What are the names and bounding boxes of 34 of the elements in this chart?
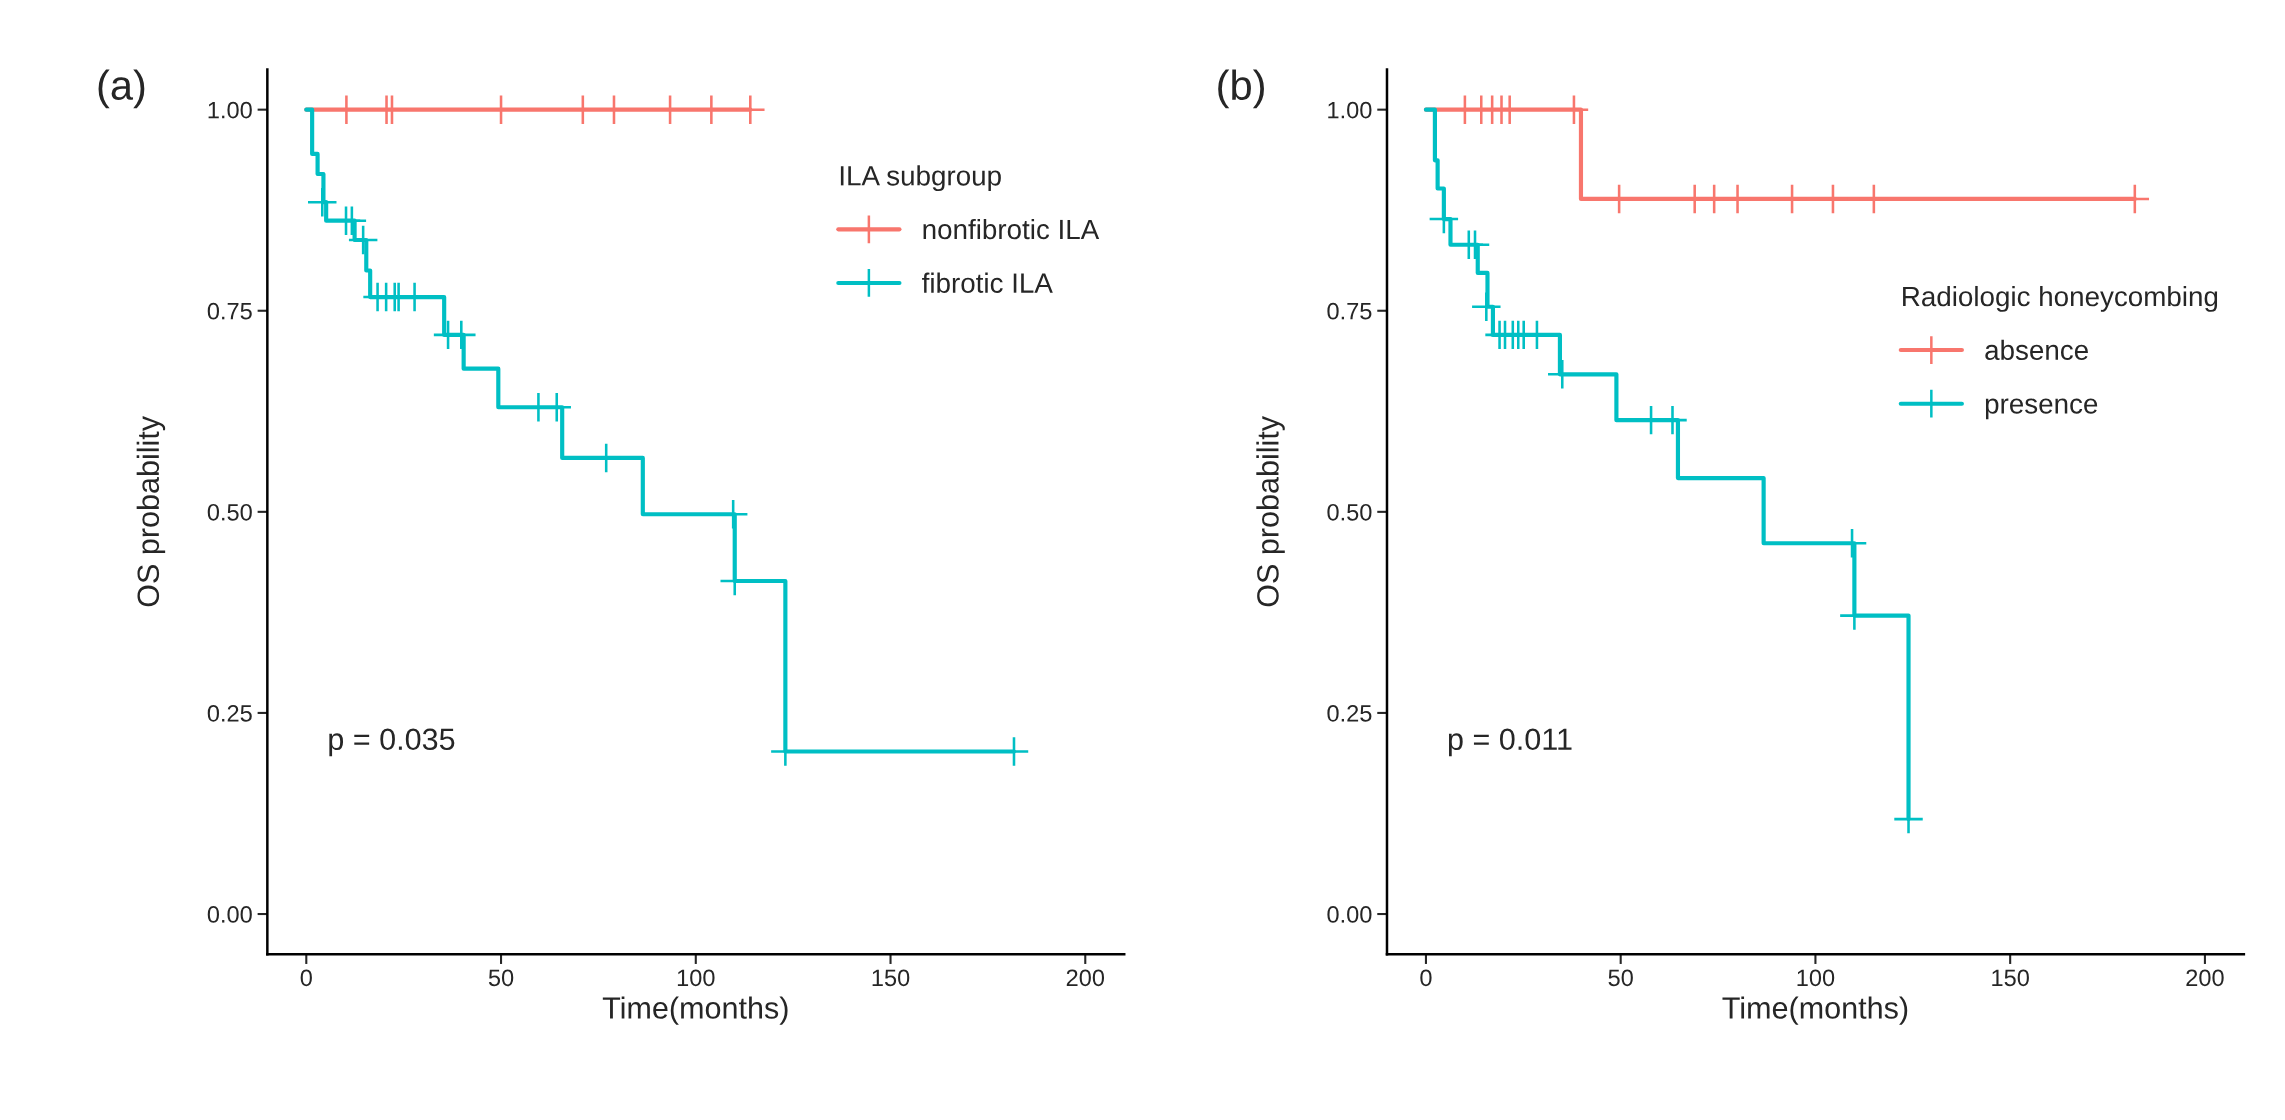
x-axis-title: Time(months) (1722, 996, 1908, 1025)
y-tick-label: 0.00 (207, 906, 252, 923)
y-tick-label: 0.50 (207, 503, 252, 521)
y-tick-label: 0.25 (1327, 705, 1372, 722)
x-tick-label: 200 (2186, 969, 2224, 987)
x-tick-label: 150 (1992, 969, 2029, 987)
y-tick-label: 0.75 (207, 302, 252, 320)
x-tick-label: 100 (1797, 969, 1835, 987)
legend-label: presence (1985, 398, 2098, 420)
x-axis-title: Time(months) (602, 996, 788, 1025)
legend-label: absence (1985, 339, 2088, 361)
x-tick-label: 150 (872, 969, 910, 987)
x-tick-label: 0 (1420, 969, 1432, 987)
x-tick-label: 100 (677, 969, 715, 987)
legend-title: ILA subgroup (840, 165, 1001, 192)
x-tick-label: 50 (488, 969, 514, 987)
y-tick-label: 1.00 (1328, 101, 1372, 119)
y-tick-label: 1.00 (208, 101, 252, 119)
chart-title: (a) (98, 69, 145, 109)
y-tick-label: 0.25 (207, 705, 252, 722)
y-axis-title: OS probability (136, 415, 166, 607)
legend-title: Radiologic honeycombing (1903, 285, 2218, 312)
x-tick-label: 200 (1066, 969, 1105, 987)
annotation: p = 0.011 (1448, 728, 1572, 757)
chart-title: (b) (1218, 69, 1264, 109)
legend-label: nonfibrotic ILA (923, 218, 1100, 240)
y-tick-label: 0.00 (1327, 906, 1372, 923)
x-tick-label: 0 (300, 969, 312, 987)
legend-label: fibrotic ILA (922, 272, 1053, 293)
x-tick-label: 50 (1608, 969, 1633, 987)
annotation: p = 0.035 (329, 728, 455, 757)
y-axis-title: OS probability (1256, 415, 1285, 607)
y-tick-label: 0.75 (1327, 302, 1372, 320)
y-tick-label: 0.50 (1327, 503, 1372, 521)
